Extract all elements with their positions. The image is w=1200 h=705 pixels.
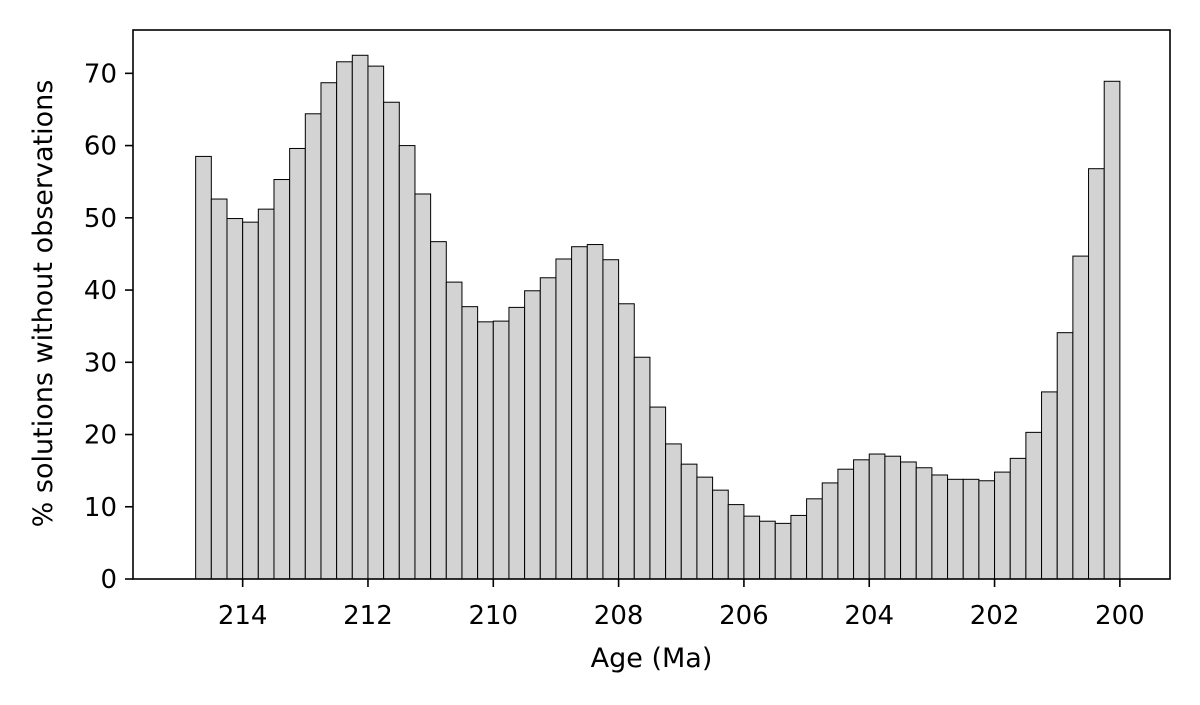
histogram-bar [978, 480, 996, 580]
histogram-bar [336, 61, 353, 580]
y-tick-label: 40 [84, 276, 117, 306]
histogram-bar [900, 461, 917, 580]
histogram-bar [696, 476, 714, 580]
y-axis-label: % solutions without observations [28, 80, 59, 528]
histogram-bar [759, 520, 776, 580]
histogram-bar [712, 489, 729, 580]
histogram-bar [195, 155, 212, 580]
histogram-bar [962, 478, 980, 580]
histogram-bar [445, 281, 463, 580]
histogram-bar [367, 65, 385, 580]
histogram-bar [304, 113, 322, 580]
histogram-bar [1056, 332, 1074, 580]
y-axis-ticks: 0 10 20 30 40 50 60 70 [84, 59, 133, 595]
histogram-bar [571, 246, 588, 580]
histogram-bar [383, 101, 400, 580]
histogram-bar [242, 221, 259, 580]
histogram-bar [743, 515, 761, 580]
histogram-bar [430, 241, 447, 580]
y-tick-label: 50 [84, 204, 117, 234]
histogram-bar [633, 356, 651, 580]
histogram-bar [602, 259, 620, 580]
y-tick-label: 70 [84, 59, 117, 89]
histogram-bar [555, 258, 573, 580]
histogram-bar [289, 147, 306, 580]
x-tick-label: 212 [343, 601, 393, 631]
histogram-bar [524, 290, 541, 580]
histogram-bar [1088, 168, 1105, 580]
histogram-bar [320, 82, 338, 580]
histogram-bar [665, 443, 682, 580]
y-tick-label: 10 [84, 493, 117, 523]
histogram-bar [1009, 457, 1027, 580]
histogram-bar [210, 198, 228, 580]
histogram-bar [477, 321, 494, 580]
histogram-bar [1025, 431, 1043, 580]
histogram-bar [774, 522, 792, 580]
x-tick-label: 200 [1095, 601, 1145, 631]
x-axis-ticks: 214 212 210 208 206 204 202 200 [218, 579, 1145, 631]
histogram-bar [539, 277, 557, 580]
histogram-bar [618, 303, 635, 580]
histogram-bar [727, 504, 745, 580]
histogram-bar [508, 306, 526, 580]
x-tick-label: 204 [844, 601, 894, 631]
histogram-bar [398, 145, 416, 580]
histogram-bar [226, 218, 244, 580]
histogram-bar [649, 406, 667, 580]
histogram-bar [351, 54, 369, 580]
histogram-bar [806, 498, 823, 580]
histogram-bar [586, 244, 604, 580]
histogram-bar [821, 482, 839, 580]
histogram-bar [884, 455, 902, 580]
x-tick-label: 214 [218, 601, 268, 631]
plot-frame [132, 29, 1171, 580]
histogram-bar [853, 459, 870, 580]
y-tick-label: 0 [100, 565, 117, 595]
histogram-bar [414, 193, 432, 580]
y-tick-label: 30 [84, 348, 117, 378]
histogram-bar [931, 474, 949, 580]
histogram-bar [790, 514, 808, 580]
histogram-bar [1103, 80, 1121, 580]
histogram-bar [868, 453, 886, 580]
histogram-bar [492, 320, 510, 580]
histogram-bar [273, 179, 291, 580]
y-tick-label: 20 [84, 421, 117, 451]
x-tick-label: 202 [970, 601, 1020, 631]
histogram-bar [915, 467, 933, 580]
x-tick-label: 206 [719, 601, 769, 631]
histogram-bar [1072, 255, 1090, 580]
x-tick-label: 210 [468, 601, 518, 631]
x-axis-label: Age (Ma) [591, 643, 713, 674]
histogram-bar [257, 208, 275, 580]
histogram-bar [837, 468, 855, 580]
histogram-bar [461, 306, 479, 580]
y-tick-label: 60 [84, 132, 117, 162]
histogram-bar [680, 463, 698, 580]
histogram-bar [994, 471, 1011, 580]
histogram-bar [947, 478, 964, 580]
x-tick-label: 208 [594, 601, 644, 631]
bars-group [195, 54, 1121, 580]
histogram-bar [1041, 391, 1058, 580]
